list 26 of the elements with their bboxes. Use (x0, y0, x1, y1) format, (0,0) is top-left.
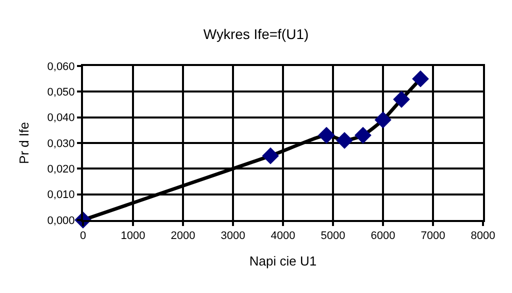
y-tick-label: 0,000 (47, 214, 75, 227)
x-tick-label: 7000 (420, 230, 446, 242)
x-tick-label: 3000 (220, 230, 246, 242)
x-tick-label: 6000 (370, 230, 396, 242)
x-tick-label: 1000 (120, 230, 146, 242)
y-tick-label: 0,010 (47, 189, 75, 202)
x-tick-label: 0 (80, 230, 86, 242)
y-tick-label: 0,050 (47, 86, 75, 99)
x-axis-title: Napi cie U1 (249, 253, 317, 268)
point (336, 132, 353, 149)
y-tick-label: 0,030 (47, 138, 75, 150)
point (393, 90, 410, 108)
y-tick-label: 0,020 (47, 164, 75, 176)
y-tick-label: 0,040 (47, 112, 75, 124)
x-tick-label: 8000 (470, 230, 496, 242)
point (318, 126, 335, 144)
point (412, 70, 429, 88)
x-tick-label: 4000 (270, 230, 296, 242)
y-axis-title: Pr d Ife (16, 122, 32, 164)
chart-title: Wykres Ife=f(U1) (203, 26, 309, 42)
x-tick-label: 2000 (170, 230, 196, 242)
x-tick-label: 5000 (320, 230, 346, 242)
point (262, 147, 279, 164)
y-tick-label: 0,060 (47, 60, 75, 73)
point (374, 111, 392, 128)
point (354, 126, 372, 144)
